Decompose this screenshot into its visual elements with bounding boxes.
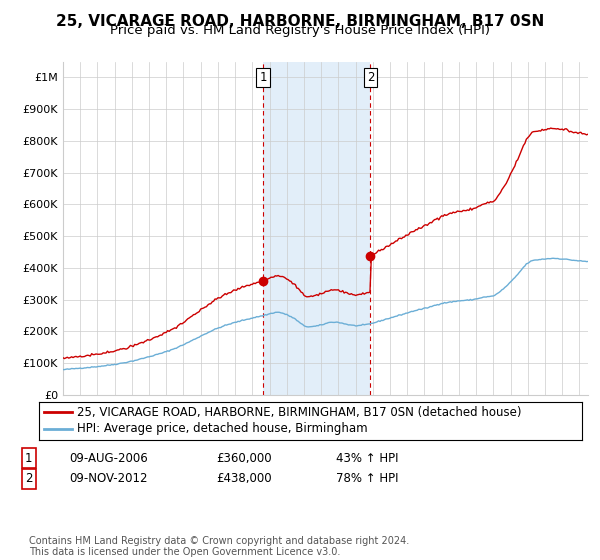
Text: £438,000: £438,000	[216, 472, 272, 486]
Text: 43% ↑ HPI: 43% ↑ HPI	[336, 451, 398, 465]
Text: £360,000: £360,000	[216, 451, 272, 465]
Text: 2: 2	[25, 472, 32, 486]
Text: 1: 1	[259, 71, 267, 84]
Text: 25, VICARAGE ROAD, HARBORNE, BIRMINGHAM, B17 0SN (detached house): 25, VICARAGE ROAD, HARBORNE, BIRMINGHAM,…	[77, 405, 521, 419]
Text: Price paid vs. HM Land Registry's House Price Index (HPI): Price paid vs. HM Land Registry's House …	[110, 24, 490, 37]
Text: 78% ↑ HPI: 78% ↑ HPI	[336, 472, 398, 486]
Text: HPI: Average price, detached house, Birmingham: HPI: Average price, detached house, Birm…	[77, 422, 368, 436]
Text: 2: 2	[367, 71, 374, 84]
Text: 25, VICARAGE ROAD, HARBORNE, BIRMINGHAM, B17 0SN: 25, VICARAGE ROAD, HARBORNE, BIRMINGHAM,…	[56, 14, 544, 29]
Text: 09-AUG-2006: 09-AUG-2006	[69, 451, 148, 465]
Text: Contains HM Land Registry data © Crown copyright and database right 2024.
This d: Contains HM Land Registry data © Crown c…	[29, 535, 409, 557]
Text: 1: 1	[25, 451, 32, 465]
Text: 09-NOV-2012: 09-NOV-2012	[69, 472, 148, 486]
Bar	[263, 62, 370, 395]
